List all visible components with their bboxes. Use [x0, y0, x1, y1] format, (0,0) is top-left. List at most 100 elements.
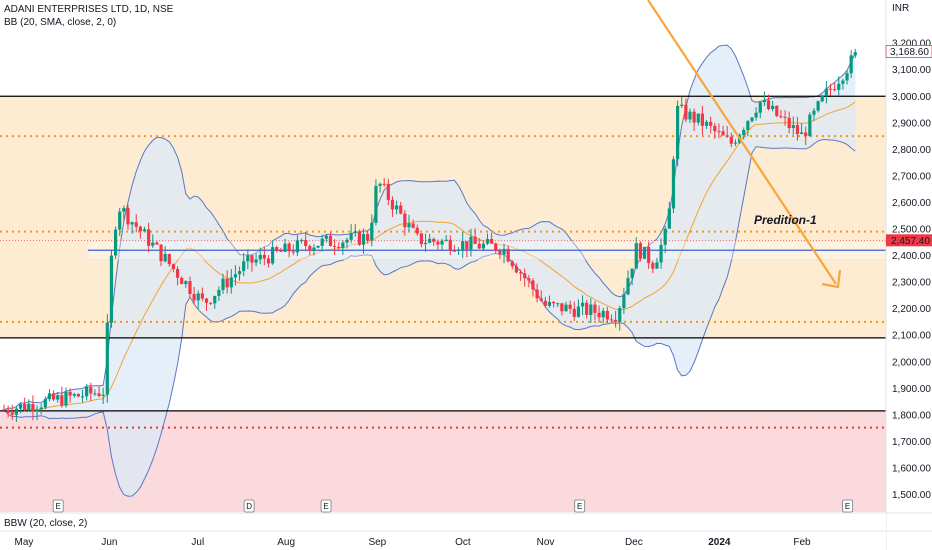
- candle-body-64: [266, 258, 271, 264]
- candle-body-123: [510, 261, 514, 267]
- candle-body-151: [626, 278, 630, 295]
- candle-body-111: [461, 241, 465, 251]
- candle-body-33: [138, 226, 142, 232]
- candle-body-198: [820, 95, 824, 102]
- y-tick-13: 2,800.00: [892, 145, 931, 156]
- chart-title: ADANI ENTERPRISES LTD, 1D, NSE: [4, 4, 174, 15]
- candle-body-94: [390, 199, 395, 210]
- candle-body-35: [147, 229, 151, 246]
- event-marker-label-3: E: [577, 502, 582, 511]
- candle-body-79: [328, 235, 333, 247]
- candle-body-36: [151, 242, 155, 246]
- candle-body-172: [713, 125, 717, 132]
- candle-body-126: [523, 273, 527, 279]
- candle-body-58: [242, 261, 246, 272]
- candle-body-141: [585, 302, 589, 315]
- candle-body-200: [828, 88, 833, 90]
- time-axis-area: [0, 514, 886, 550]
- candle-body-160: [663, 228, 667, 245]
- candle-body-106: [440, 240, 444, 245]
- price-axis: [886, 0, 932, 550]
- candle-body-39: [163, 254, 167, 262]
- candle-body-20: [85, 386, 89, 397]
- y-tick-7: 2,200.00: [892, 304, 931, 315]
- candle-body-187: [775, 105, 779, 116]
- candle-body-128: [531, 280, 535, 290]
- candle-body-62: [258, 254, 262, 260]
- x-tick-2: Jul: [191, 537, 204, 548]
- candle-body-199: [824, 88, 828, 96]
- x-tick-5: Oct: [455, 537, 471, 548]
- candle-body-157: [651, 263, 655, 269]
- candle-body-148: [614, 319, 618, 322]
- candle-body-195: [808, 114, 812, 137]
- bb-fill: [4, 45, 856, 497]
- candle-body-163: [675, 105, 680, 160]
- candle-body-25: [105, 322, 109, 395]
- candle-body-143: [593, 304, 597, 313]
- y-tick-0: 1,500.00: [892, 490, 931, 501]
- candle-body-32: [134, 222, 138, 227]
- candle-body-190: [787, 117, 791, 129]
- candle-body-29: [122, 208, 126, 212]
- candle-body-2: [10, 412, 14, 415]
- candle-body-92: [382, 183, 386, 185]
- candle-body-168: [696, 113, 700, 123]
- y-tick-1: 1,600.00: [892, 463, 931, 474]
- candle-body-202: [837, 83, 841, 90]
- candle-body-15: [64, 391, 68, 406]
- candle-body-122: [506, 248, 510, 262]
- x-tick-1: Jun: [101, 537, 117, 548]
- candle-body-63: [262, 254, 266, 259]
- candle-body-69: [287, 243, 291, 252]
- candle-body-155: [642, 246, 647, 259]
- candle-body-183: [758, 102, 762, 113]
- candle-body-60: [250, 255, 254, 263]
- candle-body-41: [171, 264, 176, 269]
- candle-body-89: [370, 222, 374, 241]
- bb-basis-line: [3, 101, 856, 413]
- candle-body-30: [126, 208, 130, 225]
- candle-body-125: [518, 272, 523, 274]
- candle-body-27: [113, 229, 118, 256]
- candle-body-132: [547, 301, 552, 306]
- candle-body-85: [353, 231, 357, 233]
- candle-body-98: [407, 223, 411, 228]
- candle-body-54: [225, 278, 229, 288]
- candle-body-7: [31, 403, 35, 412]
- candle-body-10: [43, 399, 47, 408]
- event-marker-0: [52, 499, 64, 513]
- y-tick-12: 2,700.00: [892, 171, 931, 182]
- candle-body-48: [200, 293, 204, 299]
- bb-upper-band: [3, 44, 856, 411]
- candle-body-177: [733, 142, 738, 144]
- candle-body-159: [659, 244, 663, 263]
- candle-body-57: [237, 271, 242, 275]
- event-marker-label-1: D: [246, 502, 252, 511]
- candle-body-192: [795, 125, 800, 135]
- candle-body-103: [428, 238, 432, 243]
- candle-body-161: [667, 208, 671, 229]
- candle-body-127: [527, 278, 531, 281]
- candle-body-75: [312, 247, 316, 251]
- candle-body-203: [841, 80, 845, 84]
- candle-body-107: [444, 239, 448, 241]
- candle-body-167: [692, 111, 696, 123]
- candle-body-96: [399, 205, 403, 214]
- candle-body-142: [589, 304, 593, 315]
- prediction-arrowhead: [821, 269, 842, 289]
- candle-body-119: [494, 243, 498, 251]
- candle-body-118: [490, 239, 494, 244]
- candle-body-169: [700, 113, 704, 126]
- candle-body-37: [155, 242, 159, 245]
- candle-body-144: [597, 312, 601, 318]
- x-tick-7: Dec: [625, 537, 643, 548]
- y-tick-16: 3,100.00: [892, 65, 931, 76]
- candle-body-6: [27, 403, 31, 410]
- y-tick-17: 3,200.00: [892, 39, 931, 50]
- candle-body-133: [552, 301, 556, 304]
- candle-body-130: [539, 298, 543, 301]
- candle-body-115: [477, 243, 481, 249]
- candle-body-31: [130, 222, 134, 225]
